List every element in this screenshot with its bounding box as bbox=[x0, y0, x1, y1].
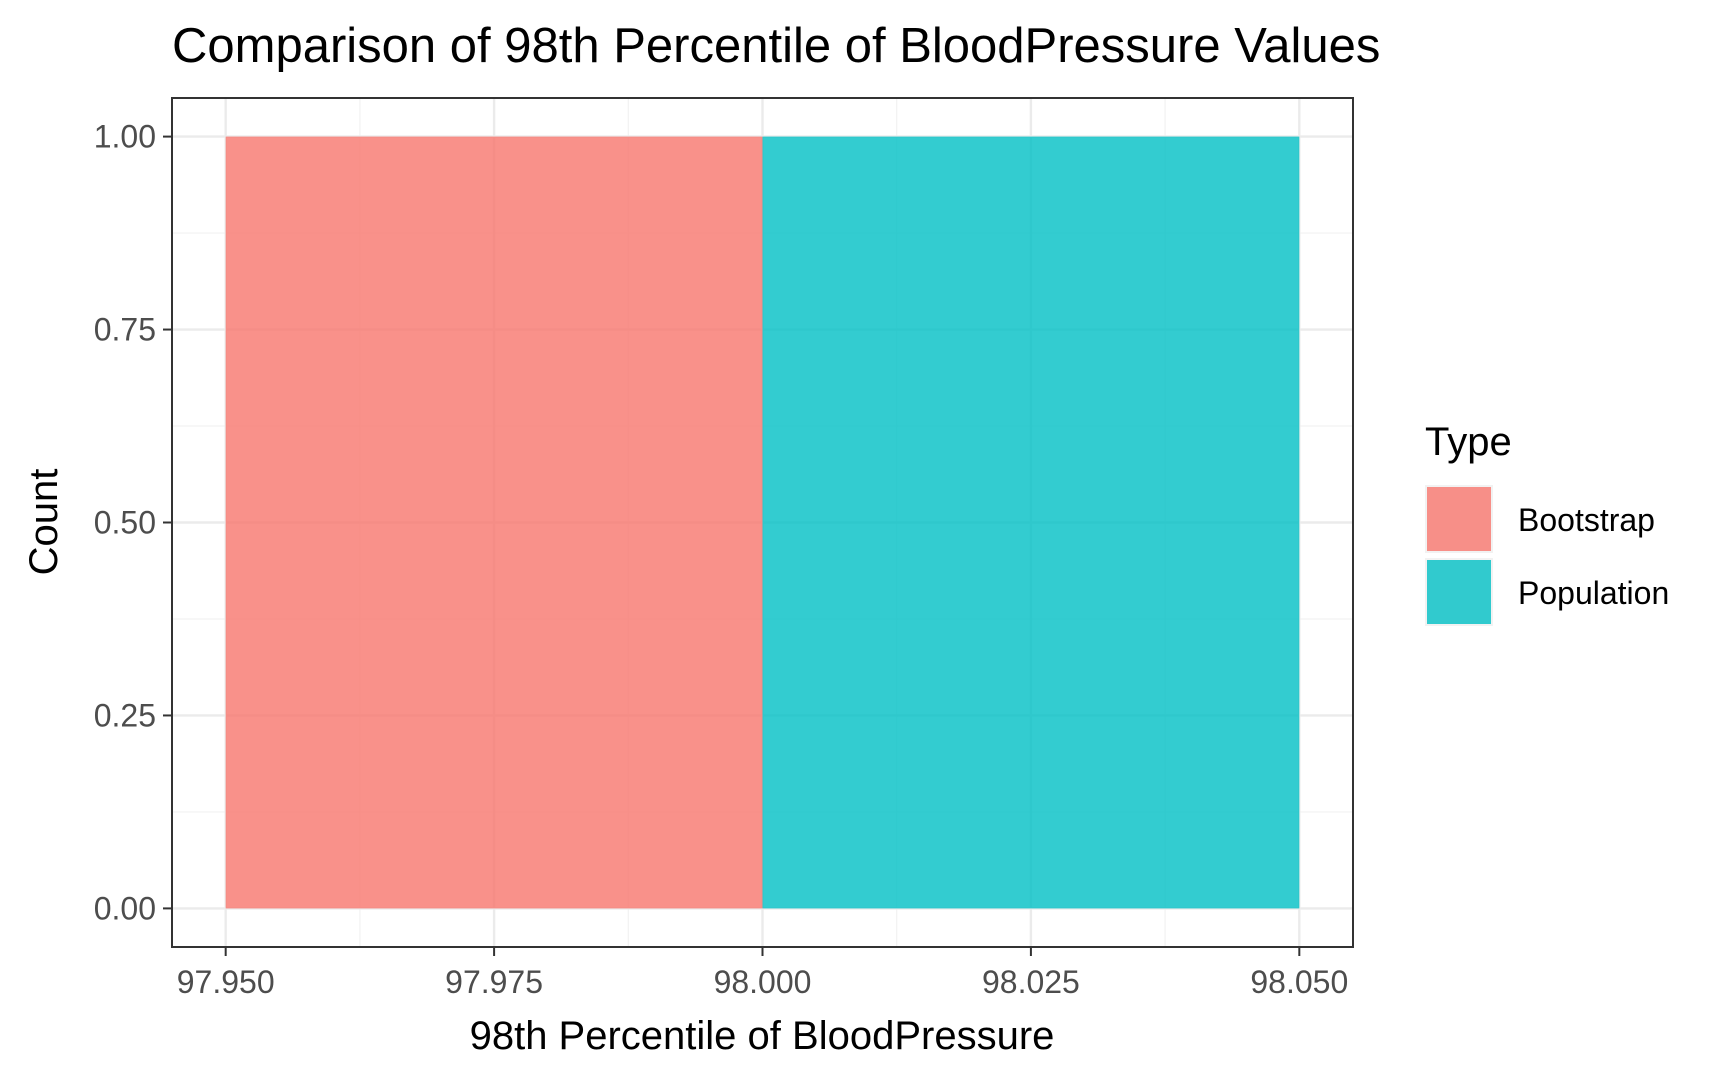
legend-swatch-population bbox=[1427, 560, 1491, 624]
chart-title: Comparison of 98th Percentile of BloodPr… bbox=[172, 19, 1380, 73]
y-axis: 0.00 0.25 0.50 0.75 1.00 bbox=[94, 119, 172, 926]
legend: Type Bootstrap Population bbox=[1425, 420, 1669, 626]
y-tick-label: 1.00 bbox=[94, 119, 156, 155]
bar-bootstrap bbox=[225, 136, 763, 909]
x-tick-label: 97.975 bbox=[445, 964, 543, 1000]
legend-label-bootstrap: Bootstrap bbox=[1518, 502, 1655, 538]
x-tick-label: 98.050 bbox=[1250, 964, 1348, 1000]
bars bbox=[225, 136, 1300, 909]
legend-label-population: Population bbox=[1518, 575, 1669, 611]
x-tick-label: 98.025 bbox=[982, 964, 1080, 1000]
x-tick-label: 97.950 bbox=[177, 964, 275, 1000]
y-tick-label: 0.25 bbox=[94, 697, 156, 733]
y-axis-label: Count bbox=[22, 469, 66, 576]
x-axis-label: 98th Percentile of BloodPressure bbox=[470, 1014, 1055, 1058]
plot-area bbox=[171, 97, 1354, 948]
y-tick-label: 0.00 bbox=[94, 890, 156, 926]
x-tick-label: 98.000 bbox=[714, 964, 812, 1000]
y-tick-label: 0.50 bbox=[94, 505, 156, 541]
x-axis: 97.950 97.975 98.000 98.025 98.050 bbox=[177, 947, 1348, 1000]
legend-items: Bootstrap Population bbox=[1425, 485, 1669, 626]
legend-swatch-bootstrap bbox=[1427, 487, 1491, 551]
legend-title: Type bbox=[1425, 420, 1512, 464]
y-tick-label: 0.75 bbox=[94, 312, 156, 348]
bar-population bbox=[762, 136, 1300, 909]
